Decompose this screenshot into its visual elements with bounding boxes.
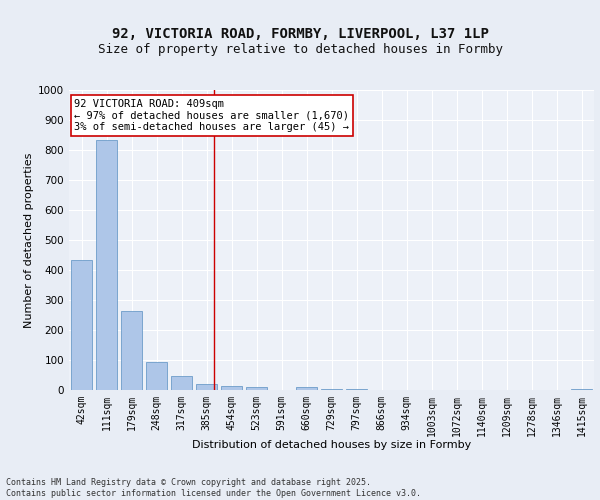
Bar bbox=[121, 310, 142, 390]
Bar bbox=[96, 140, 117, 390]
Bar bbox=[321, 388, 342, 390]
Bar bbox=[221, 386, 242, 390]
Text: Contains HM Land Registry data © Crown copyright and database right 2025.
Contai: Contains HM Land Registry data © Crown c… bbox=[6, 478, 421, 498]
Y-axis label: Number of detached properties: Number of detached properties bbox=[24, 152, 34, 328]
Bar bbox=[246, 387, 267, 390]
X-axis label: Distribution of detached houses by size in Formby: Distribution of detached houses by size … bbox=[192, 440, 471, 450]
Text: 92 VICTORIA ROAD: 409sqm
← 97% of detached houses are smaller (1,670)
3% of semi: 92 VICTORIA ROAD: 409sqm ← 97% of detach… bbox=[74, 99, 349, 132]
Bar bbox=[171, 376, 192, 390]
Text: 92, VICTORIA ROAD, FORMBY, LIVERPOOL, L37 1LP: 92, VICTORIA ROAD, FORMBY, LIVERPOOL, L3… bbox=[112, 28, 488, 42]
Bar bbox=[296, 387, 317, 390]
Bar bbox=[71, 260, 92, 390]
Text: Size of property relative to detached houses in Formby: Size of property relative to detached ho… bbox=[97, 42, 503, 56]
Bar bbox=[146, 362, 167, 390]
Bar bbox=[196, 384, 217, 390]
Bar bbox=[571, 388, 592, 390]
